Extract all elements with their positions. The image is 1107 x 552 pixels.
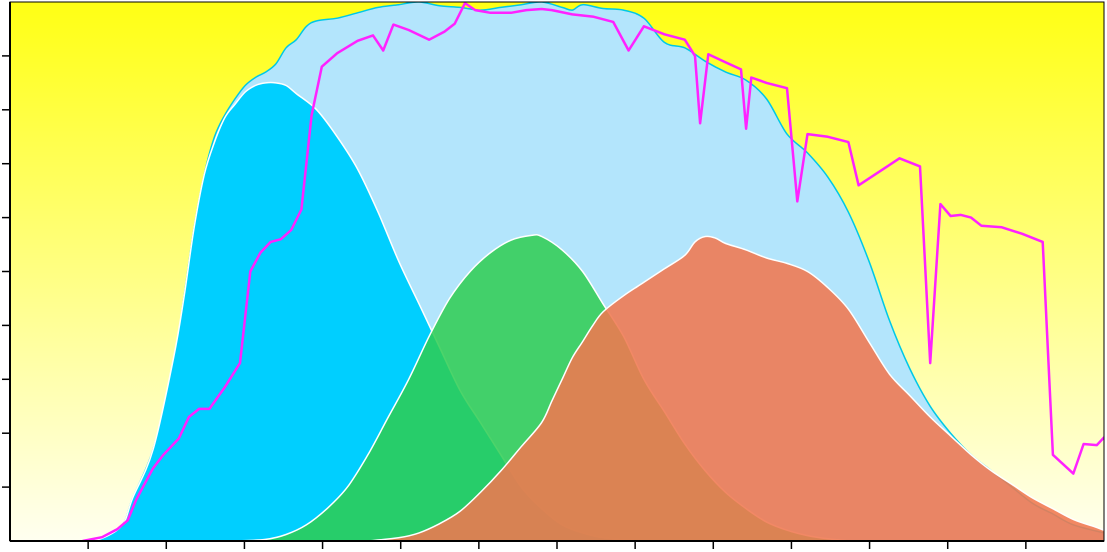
area-series-2 [82,82,644,541]
area-series-4 [367,236,1104,541]
line-series-5 [82,2,1104,541]
area-series-1-outline [82,2,1104,541]
series-layer [82,2,1104,541]
area-series-4-outline [367,235,1104,541]
